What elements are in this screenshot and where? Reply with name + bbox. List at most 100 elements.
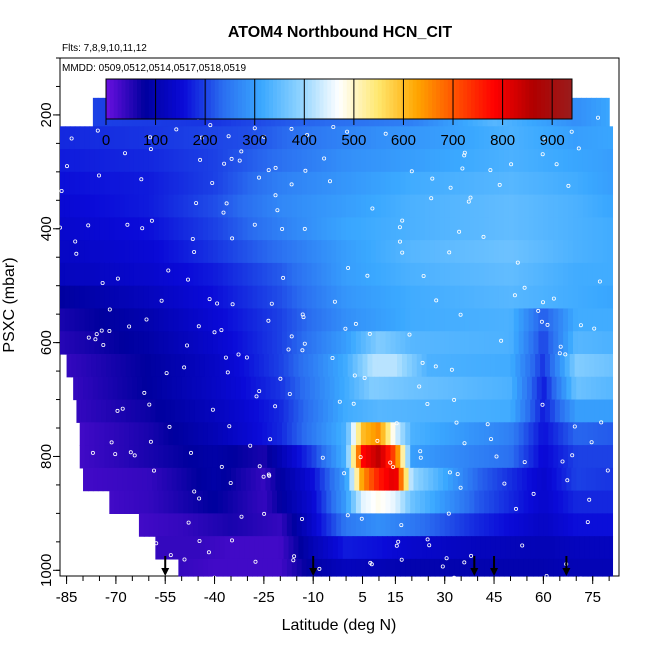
heat-cell	[301, 149, 308, 173]
heat-cell	[420, 558, 426, 577]
heat-cell	[341, 513, 347, 537]
heat-cell	[60, 171, 66, 196]
heat-cell	[229, 399, 235, 423]
heat-cell	[360, 285, 367, 310]
heat-cell	[390, 308, 396, 332]
heat-cell	[277, 262, 283, 287]
heat-cell	[400, 285, 406, 310]
heat-cell	[587, 262, 594, 287]
heat-cell	[477, 376, 484, 401]
heat-cell	[64, 126, 71, 150]
heat-cell	[119, 285, 125, 310]
heat-cell	[360, 308, 367, 332]
heat-cell	[357, 536, 364, 560]
heat-cell	[518, 331, 525, 355]
heat-cell	[426, 399, 433, 423]
heat-cell	[595, 467, 602, 492]
heat-cell	[431, 399, 438, 423]
sample-point	[236, 352, 241, 357]
heat-cell	[393, 376, 400, 401]
heat-cell	[148, 149, 155, 173]
heat-cell	[523, 240, 530, 264]
sample-point	[261, 474, 266, 479]
colorbar-swatch	[548, 79, 554, 119]
heat-cell	[193, 445, 199, 469]
heat-cell	[212, 422, 219, 446]
heat-cell	[604, 399, 610, 423]
x-tick-label: -10	[302, 589, 324, 606]
heat-cell	[247, 445, 253, 469]
heat-cell	[370, 194, 377, 218]
heat-cell	[217, 445, 224, 469]
heat-cell	[410, 126, 416, 150]
heat-cell	[224, 536, 230, 560]
heat-cell	[321, 285, 327, 310]
heat-cell	[479, 194, 485, 218]
heat-cell	[252, 149, 258, 173]
heat-cell	[142, 376, 148, 401]
heat-cell	[183, 445, 189, 469]
heat-cell	[553, 513, 559, 537]
heat-cell	[207, 194, 214, 218]
sample-point	[147, 402, 152, 407]
heat-cell	[599, 399, 605, 423]
heat-cell	[541, 376, 548, 401]
heat-cell	[484, 149, 490, 173]
colorbar-swatch	[109, 79, 115, 119]
heat-cell	[549, 399, 556, 423]
heat-cell	[543, 422, 549, 446]
heat-cell	[533, 558, 540, 577]
heat-cell	[563, 194, 569, 218]
heat-cell	[148, 194, 155, 218]
dates-label: MMDD: 0509,0512,0514,0517,0518,0519	[62, 63, 246, 74]
heat-cell	[390, 513, 396, 537]
heat-cell	[533, 171, 540, 196]
heat-cell	[429, 422, 436, 446]
heat-cell	[385, 490, 392, 514]
sample-point	[94, 332, 99, 337]
heat-cell	[178, 490, 184, 514]
heat-cell	[346, 308, 352, 332]
heat-cell	[607, 445, 614, 469]
heat-cell	[94, 149, 101, 173]
heat-cell	[352, 354, 359, 378]
heat-cell	[232, 149, 239, 173]
heat-cell	[410, 262, 416, 287]
heat-cell	[495, 354, 502, 378]
heat-cell	[296, 194, 303, 218]
sample-point	[317, 566, 322, 571]
heat-cell	[257, 285, 263, 310]
heat-cell	[474, 331, 480, 355]
heat-cell	[212, 490, 219, 514]
heat-cell	[219, 354, 226, 378]
heat-cell	[564, 399, 571, 423]
colorbar-swatch	[172, 79, 177, 119]
heat-cell	[449, 331, 456, 355]
heat-cell	[326, 240, 332, 264]
heat-cell	[247, 262, 253, 287]
heat-cell	[332, 354, 339, 378]
heat-cell	[566, 467, 572, 492]
sample-point	[257, 464, 262, 469]
heat-cell	[461, 399, 467, 423]
colorbar-swatch	[381, 79, 387, 119]
heat-cell	[420, 513, 426, 537]
heat-cell	[485, 354, 492, 378]
heat-cell	[452, 467, 459, 492]
heat-cell	[267, 194, 273, 218]
heat-cell	[517, 467, 523, 492]
heat-cell	[331, 240, 337, 264]
heat-row	[73, 376, 614, 401]
heat-cell	[301, 558, 308, 577]
heat-cell	[247, 240, 253, 264]
heat-cell	[592, 126, 599, 150]
heat-cell	[104, 285, 110, 310]
heat-cell	[395, 445, 401, 469]
y-tick-label: 1000	[38, 554, 55, 587]
heat-cell	[79, 285, 86, 310]
heat-cell	[395, 422, 401, 446]
heat-cell	[286, 490, 293, 514]
heat-cell	[147, 467, 153, 492]
heat-cell	[566, 376, 572, 401]
heat-cell	[508, 445, 515, 469]
